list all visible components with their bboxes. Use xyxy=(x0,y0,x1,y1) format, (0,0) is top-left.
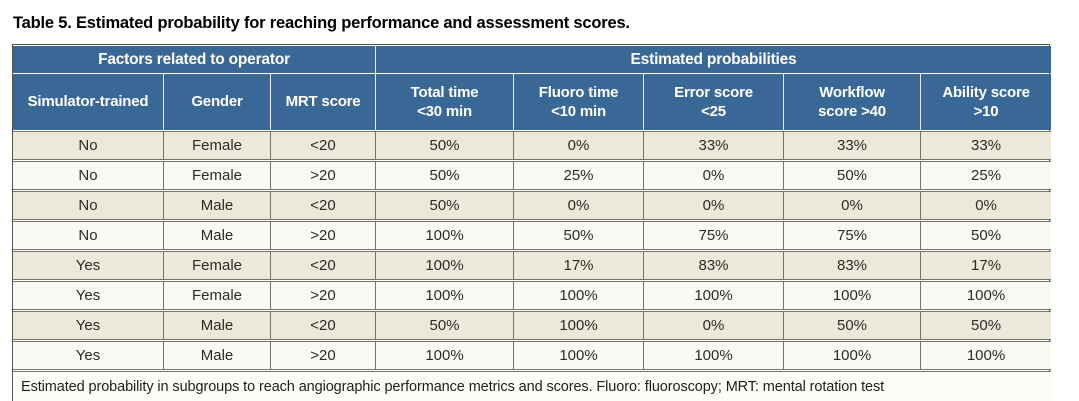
table-cell: 100% xyxy=(375,281,514,310)
probability-table: Factors related to operator Estimated pr… xyxy=(13,45,1052,401)
table-cell: 100% xyxy=(513,311,644,340)
table-cell: Yes xyxy=(13,311,163,340)
table-cell: 0% xyxy=(513,191,644,220)
table-cell: No xyxy=(13,221,163,250)
table-cell: 100% xyxy=(920,341,1052,370)
table-cell: 50% xyxy=(783,311,921,340)
table-cell: 50% xyxy=(375,131,514,160)
table-cell: No xyxy=(13,131,163,160)
table-row: Yes Female <20 100% 17% 83% 83% 17% xyxy=(13,251,1052,280)
table-cell: 50% xyxy=(920,221,1052,250)
table-cell: Yes xyxy=(13,281,163,310)
table-cell: 0% xyxy=(643,311,784,340)
table-row: No Female <20 50% 0% 33% 33% 33% xyxy=(13,131,1052,160)
table-wrapper: Factors related to operator Estimated pr… xyxy=(12,44,1052,401)
table-title: Table 5. Estimated probability for reach… xyxy=(13,14,630,32)
column-header-total-time: Total time <30 min xyxy=(375,74,514,130)
group-header-estimated-probabilities: Estimated probabilities xyxy=(375,46,1052,73)
table-cell: <20 xyxy=(270,311,376,340)
table-row: Yes Female >20 100% 100% 100% 100% 100% xyxy=(13,281,1052,310)
column-header-mrt-score: MRT score xyxy=(270,74,376,130)
table-cell: 0% xyxy=(513,131,644,160)
table-cell: 100% xyxy=(375,221,514,250)
table-cell: 50% xyxy=(783,161,921,190)
table-cell: 17% xyxy=(920,251,1052,280)
table-cell: 100% xyxy=(783,281,921,310)
table-cell: 83% xyxy=(783,251,921,280)
table-cell: 100% xyxy=(513,341,644,370)
table-cell: 50% xyxy=(375,161,514,190)
table-cell: Female xyxy=(163,131,270,160)
table-cell: 0% xyxy=(643,161,784,190)
table-cell: 100% xyxy=(375,251,514,280)
table-cell: >20 xyxy=(270,281,376,310)
table-cell: 50% xyxy=(513,221,644,250)
table-cell: No xyxy=(13,161,163,190)
table-cell: 50% xyxy=(375,191,514,220)
table-cell: 25% xyxy=(513,161,644,190)
table-cell: 100% xyxy=(920,281,1052,310)
table-cell: Male xyxy=(163,191,270,220)
table-cell: 50% xyxy=(375,311,514,340)
table-cell: Yes xyxy=(13,341,163,370)
table-cell: 100% xyxy=(643,281,784,310)
table-cell: >20 xyxy=(270,161,376,190)
table-cell: <20 xyxy=(270,251,376,280)
table-cell: 33% xyxy=(920,131,1052,160)
table-cell: >20 xyxy=(270,221,376,250)
table-cell: 0% xyxy=(643,191,784,220)
table-cell: Female xyxy=(163,281,270,310)
column-header-simulator-trained: Simulator-trained xyxy=(13,74,163,130)
footnote-row: Estimated probability in subgroups to re… xyxy=(13,371,1052,401)
table-row: No Male <20 50% 0% 0% 0% 0% xyxy=(13,191,1052,220)
table-cell: 33% xyxy=(643,131,784,160)
table-cell: Male xyxy=(163,341,270,370)
table-cell: <20 xyxy=(270,131,376,160)
table-cell: No xyxy=(13,191,163,220)
table-cell: 75% xyxy=(783,221,921,250)
column-header-ability-score: Ability score >10 xyxy=(920,74,1052,130)
table-row: Yes Male >20 100% 100% 100% 100% 100% xyxy=(13,341,1052,370)
table-row: Yes Male <20 50% 100% 0% 50% 50% xyxy=(13,311,1052,340)
table-cell: >20 xyxy=(270,341,376,370)
column-header-gender: Gender xyxy=(163,74,270,130)
table-cell: 17% xyxy=(513,251,644,280)
column-header-workflow-score: Workflow score >40 xyxy=(783,74,921,130)
column-header-row: Simulator-trained Gender MRT score Total… xyxy=(13,74,1052,130)
table-cell: Male xyxy=(163,221,270,250)
table-footnote: Estimated probability in subgroups to re… xyxy=(13,371,1052,401)
table-row: No Male >20 100% 50% 75% 75% 50% xyxy=(13,221,1052,250)
table-cell: 100% xyxy=(783,341,921,370)
table-cell: 83% xyxy=(643,251,784,280)
table-cell: Female xyxy=(163,161,270,190)
table-cell: Yes xyxy=(13,251,163,280)
table-cell: Female xyxy=(163,251,270,280)
column-header-fluoro-time: Fluoro time <10 min xyxy=(513,74,644,130)
column-header-error-score: Error score <25 xyxy=(643,74,784,130)
table-cell: 50% xyxy=(920,311,1052,340)
table-cell: 0% xyxy=(783,191,921,220)
table-cell: 75% xyxy=(643,221,784,250)
table-cell: 0% xyxy=(920,191,1052,220)
group-header-row: Factors related to operator Estimated pr… xyxy=(13,46,1052,73)
table-cell: 100% xyxy=(513,281,644,310)
table-cell: 100% xyxy=(643,341,784,370)
table-cell: 25% xyxy=(920,161,1052,190)
table-row: No Female >20 50% 25% 0% 50% 25% xyxy=(13,161,1052,190)
table-cell: 33% xyxy=(783,131,921,160)
table-cell: <20 xyxy=(270,191,376,220)
group-header-factors: Factors related to operator xyxy=(13,46,376,73)
table-cell: Male xyxy=(163,311,270,340)
table-cell: 100% xyxy=(375,341,514,370)
